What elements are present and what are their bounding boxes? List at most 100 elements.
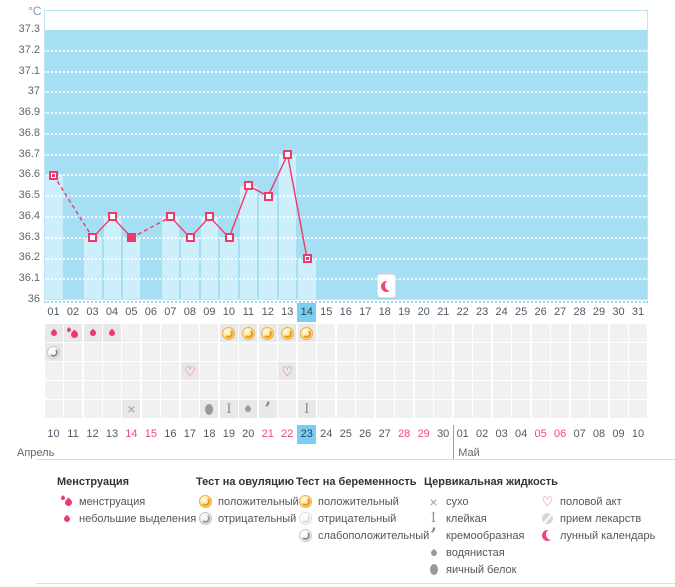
cycle-day-cell[interactable]: 26 xyxy=(534,306,547,318)
event-cell[interactable] xyxy=(453,324,472,342)
event-cell[interactable] xyxy=(551,400,570,418)
event-cell[interactable] xyxy=(239,400,258,418)
date-cell[interactable]: 19 xyxy=(222,428,236,440)
event-cell[interactable] xyxy=(44,381,63,399)
event-cell[interactable] xyxy=(531,324,550,342)
date-cell[interactable]: 10 xyxy=(631,428,645,440)
date-cell[interactable]: 17 xyxy=(183,428,197,440)
event-cell[interactable] xyxy=(551,362,570,380)
cycle-day-cell[interactable]: 11 xyxy=(242,306,254,318)
event-cell[interactable] xyxy=(375,381,394,399)
event-cell[interactable] xyxy=(200,324,219,342)
event-cell[interactable] xyxy=(278,324,297,342)
event-cell[interactable] xyxy=(141,324,160,342)
event-cell[interactable] xyxy=(356,381,375,399)
event-cell[interactable] xyxy=(336,381,355,399)
date-cell[interactable]: 04 xyxy=(514,428,528,440)
event-cell[interactable] xyxy=(609,362,628,380)
event-cell[interactable] xyxy=(122,343,141,361)
cycle-day-cell[interactable]: 08 xyxy=(183,306,197,318)
event-cell[interactable] xyxy=(531,362,550,380)
event-cell[interactable] xyxy=(434,381,453,399)
event-cell[interactable] xyxy=(473,400,492,418)
event-cell[interactable] xyxy=(122,362,141,380)
event-cell[interactable] xyxy=(219,324,238,342)
event-cell[interactable] xyxy=(83,400,102,418)
date-cell[interactable]: 07 xyxy=(573,428,586,440)
event-cell[interactable] xyxy=(512,362,531,380)
event-cell[interactable] xyxy=(629,400,647,418)
event-cell[interactable] xyxy=(512,343,531,361)
event-cell[interactable] xyxy=(278,381,297,399)
event-cell[interactable] xyxy=(200,362,219,380)
event-cell[interactable] xyxy=(141,343,160,361)
event-cell[interactable] xyxy=(317,362,336,380)
event-cell[interactable] xyxy=(356,362,375,380)
event-cell[interactable] xyxy=(122,381,141,399)
event-cell[interactable] xyxy=(103,343,121,361)
temperature-marker[interactable] xyxy=(244,181,254,191)
event-cell[interactable] xyxy=(161,400,180,418)
date-cell[interactable]: 02 xyxy=(475,428,489,440)
event-cell[interactable] xyxy=(492,324,511,342)
temperature-marker[interactable] xyxy=(88,233,98,243)
event-cell[interactable] xyxy=(590,343,608,361)
event-cell[interactable] xyxy=(434,362,453,380)
event-cell[interactable] xyxy=(336,362,355,380)
temperature-marker[interactable] xyxy=(127,233,137,243)
cycle-day-cell[interactable]: 13 xyxy=(281,306,294,318)
event-cell[interactable] xyxy=(336,400,355,418)
event-cell[interactable] xyxy=(44,362,63,380)
date-cell[interactable]: 28 xyxy=(398,428,411,440)
event-cell[interactable] xyxy=(83,381,102,399)
cycle-day-cell[interactable]: 15 xyxy=(320,306,333,318)
event-cell[interactable] xyxy=(356,400,375,418)
event-cell[interactable] xyxy=(64,343,82,361)
event-cell[interactable]: ♡ xyxy=(180,362,199,380)
date-cell[interactable]: 11 xyxy=(67,428,79,440)
event-cell[interactable] xyxy=(258,343,277,361)
date-cell[interactable]: 21 xyxy=(261,428,274,440)
temperature-marker[interactable] xyxy=(49,170,59,180)
date-cell[interactable]: 23 xyxy=(297,425,317,444)
event-cell[interactable] xyxy=(590,381,608,399)
event-cell[interactable] xyxy=(414,343,433,361)
date-cell[interactable]: 13 xyxy=(105,428,119,440)
event-cell[interactable] xyxy=(453,400,472,418)
cycle-day-cell[interactable]: 17 xyxy=(359,306,372,318)
cycle-day-cell[interactable]: 14 xyxy=(297,303,317,322)
event-cell[interactable] xyxy=(570,324,589,342)
cycle-day-cell[interactable]: 18 xyxy=(378,306,391,318)
event-cell[interactable] xyxy=(180,324,199,342)
event-cell[interactable] xyxy=(590,400,608,418)
cycle-day-cell[interactable]: 10 xyxy=(222,306,236,318)
event-cell[interactable] xyxy=(414,381,433,399)
date-cell[interactable]: 29 xyxy=(417,428,430,440)
event-cell[interactable] xyxy=(492,362,511,380)
date-cell[interactable]: 25 xyxy=(339,428,352,440)
event-cell[interactable] xyxy=(570,381,589,399)
cycle-day-cell[interactable]: 16 xyxy=(339,306,352,318)
event-cell[interactable] xyxy=(453,362,472,380)
event-cell[interactable] xyxy=(395,400,414,418)
temperature-marker[interactable] xyxy=(224,233,234,243)
event-cell[interactable] xyxy=(278,343,297,361)
event-cell[interactable] xyxy=(375,343,394,361)
event-cell[interactable] xyxy=(492,400,511,418)
cycle-day-cell[interactable]: 05 xyxy=(125,306,138,318)
cycle-day-cell[interactable]: 28 xyxy=(573,306,586,318)
event-cell[interactable] xyxy=(141,381,160,399)
event-cell[interactable] xyxy=(609,400,628,418)
event-cell[interactable] xyxy=(317,343,336,361)
event-cell[interactable] xyxy=(570,362,589,380)
date-cell[interactable]: 10 xyxy=(47,428,60,440)
event-cell[interactable]: ♡ xyxy=(278,362,297,380)
event-cell[interactable] xyxy=(356,324,375,342)
cycle-day-cell[interactable]: 30 xyxy=(612,306,625,318)
event-cell[interactable] xyxy=(629,324,647,342)
cycle-day-cell[interactable]: 12 xyxy=(261,306,274,318)
event-cell[interactable] xyxy=(103,362,121,380)
temperature-marker[interactable] xyxy=(283,150,292,160)
event-cell[interactable] xyxy=(609,343,628,361)
event-cell[interactable] xyxy=(414,324,433,342)
